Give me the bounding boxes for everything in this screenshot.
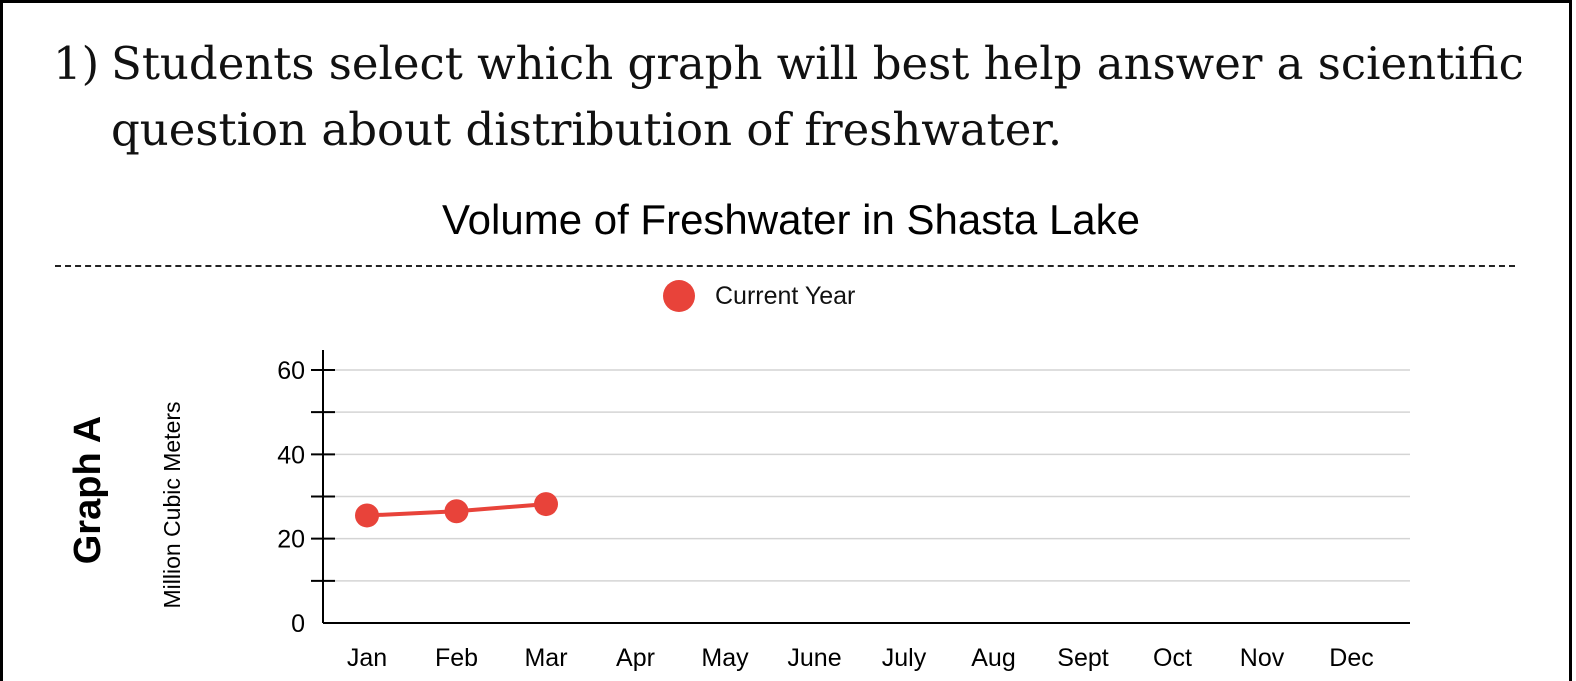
x-tick-label: July <box>882 644 927 672</box>
x-tick-label: Oct <box>1153 644 1192 672</box>
x-tick-label: Jan <box>347 644 387 672</box>
gridlines <box>323 369 1410 582</box>
x-tick-label: May <box>701 644 749 672</box>
x-tick-label: Aug <box>971 644 1015 672</box>
data-point <box>355 503 379 528</box>
y-axis-ticks: 0 20 40 60 <box>277 357 335 638</box>
question-prompt: 1) Students select which graph will best … <box>53 31 1533 163</box>
question-number: 1) <box>53 37 100 90</box>
x-tick-label: Apr <box>616 644 655 672</box>
x-tick-label: Sept <box>1057 644 1108 672</box>
y-tick-label: 0 <box>291 610 305 638</box>
legend-marker <box>663 280 695 312</box>
y-tick-label: 60 <box>277 357 305 385</box>
legend: Current Year <box>663 280 855 312</box>
prompt-line-2: question about distribution of freshwate… <box>111 103 1063 156</box>
data-point <box>534 492 558 517</box>
x-tick-label: Dec <box>1329 644 1373 672</box>
dashed-divider <box>55 265 1515 267</box>
y-tick-label: 20 <box>277 526 305 554</box>
prompt-line-1: Students select which graph will best he… <box>111 37 1524 90</box>
x-axis-ticks: Jan Feb Mar Apr May June July Aug Sept Oct Nov Dec <box>347 644 1374 672</box>
x-tick-label: Nov <box>1240 644 1285 672</box>
chart-title: Volume of Freshwater in Shasta Lake <box>441 196 1141 243</box>
x-tick-label: Feb <box>435 644 478 672</box>
data-point <box>444 499 469 524</box>
axes <box>322 350 1410 624</box>
x-tick-label: June <box>787 644 841 672</box>
y-axis-label: Million Cubic Meters <box>159 401 185 608</box>
x-tick-label: Mar <box>524 644 567 672</box>
graph-label: Graph A <box>67 416 109 565</box>
series <box>355 492 558 528</box>
y-tick-label: 40 <box>277 441 305 469</box>
legend-label: Current Year <box>715 282 855 310</box>
